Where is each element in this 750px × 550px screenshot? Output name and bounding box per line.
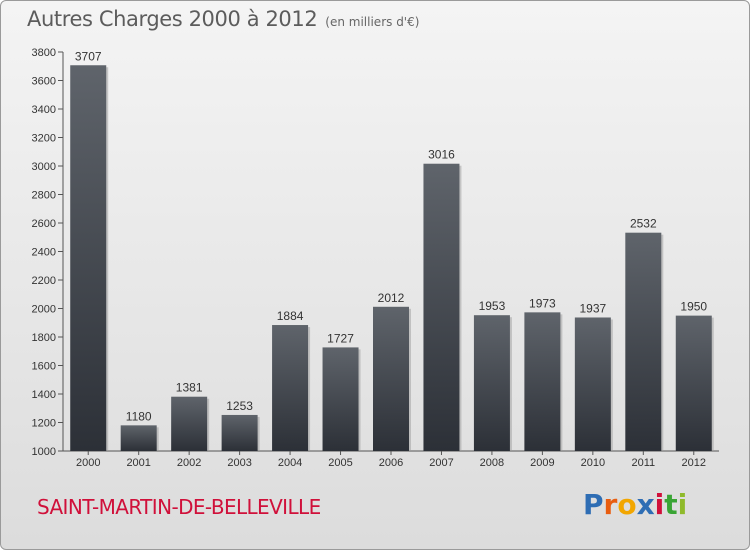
bar-2006 — [373, 306, 409, 451]
x-tick-label: 2004 — [278, 457, 302, 469]
y-tick-label: 3400 — [32, 104, 56, 116]
bar-2010 — [574, 317, 611, 451]
data-label: 1253 — [226, 399, 253, 413]
y-tick-label: 3600 — [32, 76, 56, 88]
y-tick-label: 1600 — [32, 361, 56, 373]
data-label: 1727 — [327, 331, 354, 345]
x-tick-label: 2000 — [76, 457, 100, 469]
bar-2009 — [524, 312, 561, 451]
logo-letter: x — [636, 488, 655, 521]
bar-2000 — [70, 65, 107, 451]
x-tick-label: 2011 — [631, 457, 655, 469]
bar-2007 — [423, 163, 460, 451]
commune-name: SAINT-MARTIN-DE-BELLEVILLE — [37, 495, 321, 519]
bar-2008 — [473, 315, 510, 451]
bar-2003 — [221, 414, 258, 451]
y-tick-label: 1000 — [32, 446, 56, 458]
logo-letter: r — [603, 488, 618, 521]
data-label: 2532 — [630, 217, 657, 231]
logo-letter: t — [664, 488, 678, 521]
chart-title-block: Autres Charges 2000 à 2012 (en milliers d… — [27, 7, 419, 31]
x-tick-label: 2008 — [480, 457, 504, 469]
x-tick-label: 2002 — [177, 457, 201, 469]
logo-letter: i — [654, 488, 665, 521]
y-tick-label: 2800 — [32, 190, 56, 202]
y-tick-label: 2000 — [32, 304, 56, 316]
data-label: 1950 — [680, 300, 707, 314]
data-label: 1937 — [579, 301, 606, 315]
bar-2001 — [120, 425, 157, 451]
data-label: 1381 — [176, 381, 203, 395]
bar-2005 — [322, 347, 359, 451]
x-tick-label: 2005 — [328, 457, 352, 469]
data-label: 1973 — [529, 296, 556, 310]
logo-letter: o — [617, 488, 637, 521]
data-label: 3707 — [75, 49, 102, 63]
y-tick-label: 3800 — [32, 47, 56, 59]
y-tick-label: 3000 — [32, 161, 56, 173]
chart-title: Autres Charges 2000 à 2012 — [27, 7, 318, 31]
y-tick-label: 2200 — [32, 275, 56, 287]
bar-2011 — [625, 232, 662, 451]
data-label: 3016 — [428, 148, 455, 162]
bar-2012 — [675, 315, 712, 451]
bar-2002 — [171, 396, 208, 451]
data-label: 1180 — [126, 409, 152, 423]
bar-2004 — [272, 325, 309, 451]
x-tick-label: 2006 — [379, 457, 403, 469]
data-label: 1953 — [479, 299, 506, 313]
data-label: 2012 — [378, 291, 405, 305]
y-tick-label: 2400 — [32, 247, 56, 259]
y-tick-label: 1400 — [32, 389, 56, 401]
y-tick-label: 1800 — [32, 332, 56, 344]
y-tick-label: 3200 — [32, 133, 56, 145]
x-tick-label: 2010 — [581, 457, 605, 469]
proxiti-logo[interactable]: Proxiti — [583, 488, 687, 521]
y-tick-label: 2600 — [32, 218, 56, 230]
x-tick-label: 2001 — [126, 457, 150, 469]
logo-letter: i — [677, 488, 688, 521]
x-tick-label: 2009 — [530, 457, 554, 469]
chart-subtitle: (en milliers d'€) — [325, 15, 420, 29]
x-tick-label: 2003 — [227, 457, 251, 469]
y-tick-label: 1200 — [32, 418, 56, 430]
data-label: 1884 — [277, 309, 304, 323]
logo-letter: P — [583, 488, 604, 521]
x-tick-label: 2012 — [682, 457, 706, 469]
x-tick-label: 2007 — [429, 457, 453, 469]
